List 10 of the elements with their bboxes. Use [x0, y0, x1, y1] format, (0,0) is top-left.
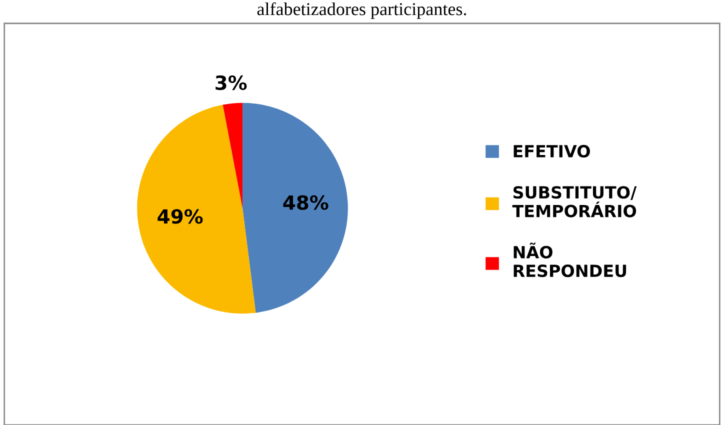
- legend-label: EFETIVO: [514, 144, 590, 158]
- chart-title: alfabetizadores participantes.: [257, 2, 466, 19]
- pie-slice: [222, 102, 243, 208]
- legend-label: NÃO RESPONDEU: [514, 242, 626, 278]
- pie-slice: [137, 104, 256, 314]
- legend-label: SUBSTITUTO/ TEMPORÁRIO: [512, 186, 637, 218]
- data-label: 48%: [283, 195, 328, 210]
- data-label: 3%: [216, 75, 247, 90]
- pie-slice: [242, 102, 348, 313]
- data-label: 49%: [158, 209, 203, 224]
